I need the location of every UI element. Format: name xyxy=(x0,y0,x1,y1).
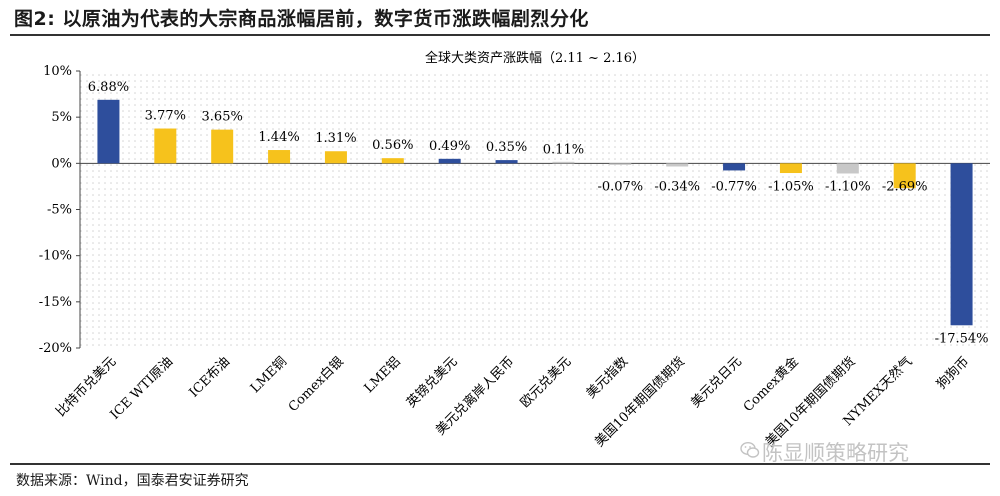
bar xyxy=(950,163,973,326)
y-tick-label: -10% xyxy=(39,249,72,264)
bottom-rule xyxy=(10,463,990,465)
category-label: Comex黄金 xyxy=(740,354,802,416)
data-label: 1.44% xyxy=(258,130,299,145)
bar-chart: 全球大类资产涨跌幅（2.11 ~ 2.16） 10% 5% 0% -5% -10% -15… xyxy=(39,50,990,451)
category-label: LME铝 xyxy=(362,354,404,396)
bar xyxy=(268,150,291,164)
bar xyxy=(211,129,234,164)
chart-title: 全球大类资产涨跌幅（2.11 ~ 2.16） xyxy=(425,50,645,66)
value-labels: 6.88% 3.77% 3.65% 1.44% 1.31% 0.56% 0.49% 0.35%… xyxy=(88,80,989,346)
figure-title: 图2: 以原油为代表的大宗商品涨幅居前，数字货币涨跌幅剧烈分化 xyxy=(14,8,589,30)
data-label: -17.54% xyxy=(935,331,989,346)
data-label: 0.11% xyxy=(543,142,584,157)
bar xyxy=(97,99,120,164)
top-rule xyxy=(10,34,990,36)
data-label: 0.35% xyxy=(486,140,527,155)
y-tick-label: -5% xyxy=(47,203,72,218)
bar xyxy=(495,160,518,164)
bars xyxy=(97,99,973,326)
data-label: 0.49% xyxy=(429,139,470,154)
bar xyxy=(666,163,689,167)
category-label: 美元指数 xyxy=(584,354,631,401)
y-tick-label: 0% xyxy=(51,156,72,171)
data-label: 3.77% xyxy=(145,109,186,124)
y-tick-label: 10% xyxy=(43,64,72,79)
plot-background xyxy=(80,71,990,348)
data-label: 3.65% xyxy=(202,110,243,125)
data-label: -0.34% xyxy=(654,179,700,194)
bar xyxy=(723,163,746,171)
data-label: 0.56% xyxy=(372,138,413,153)
wechat-icon xyxy=(740,441,760,458)
category-label: 欧元兑美元 xyxy=(518,354,575,411)
bar xyxy=(324,151,347,164)
category-label: ICE布油 xyxy=(187,354,233,400)
data-label: -0.77% xyxy=(711,179,757,194)
bar xyxy=(438,158,461,164)
category-label: Comex白银 xyxy=(285,354,347,416)
data-label: 6.88% xyxy=(88,80,129,95)
bar xyxy=(609,163,632,165)
bar xyxy=(552,161,575,164)
y-tick-label: 5% xyxy=(51,110,72,125)
data-label: -1.10% xyxy=(825,179,871,194)
data-label: -0.07% xyxy=(597,179,643,194)
bar xyxy=(836,163,859,174)
category-label: 美元兑日元 xyxy=(688,354,745,411)
data-label: -2.69% xyxy=(882,179,928,194)
source-note: 数据来源：Wind，国泰君安证券研究 xyxy=(16,473,249,489)
data-label: 1.31% xyxy=(315,131,356,146)
bar xyxy=(779,163,802,174)
category-label: 狗狗币 xyxy=(934,354,972,392)
bar xyxy=(154,128,177,164)
watermark: 陈显顺策略研究 xyxy=(762,441,909,465)
bar xyxy=(893,163,916,189)
data-label: -1.05% xyxy=(768,179,814,194)
y-tick-label: -20% xyxy=(39,341,72,356)
bar xyxy=(381,158,404,164)
category-label: LME铜 xyxy=(248,354,290,396)
y-tick-label: -15% xyxy=(39,295,72,310)
category-label: 英镑兑美元 xyxy=(403,354,460,411)
